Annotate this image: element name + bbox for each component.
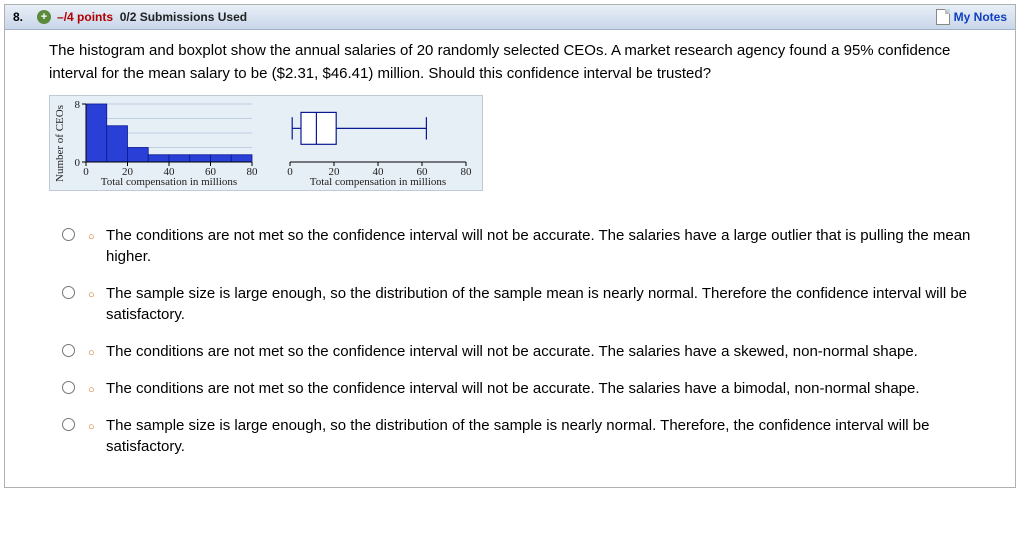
answer-option[interactable]: ○ The conditions are not met so the conf… [57,378,995,399]
option-text: The conditions are not met so the confid… [106,341,918,362]
answer-options: ○ The conditions are not met so the conf… [57,225,995,457]
option-marker-icon: ○ [88,288,96,303]
option-radio-1[interactable] [62,228,75,241]
note-icon [936,9,950,25]
option-marker-icon: ○ [88,346,96,361]
question-body: The histogram and boxplot show the annua… [5,30,1015,487]
my-notes-button[interactable]: My Notes [936,9,1007,25]
figure-panel: Number of CEOs 02040608008Total compensa… [49,95,483,191]
boxplot-figure: 020406080Total compensation in millions [276,100,476,188]
points-label: –/4 points [57,10,113,24]
svg-text:0: 0 [83,166,89,178]
histogram-chart: 02040608008Total compensation in million… [68,100,258,188]
option-text: The conditions are not met so the confid… [106,225,995,267]
svg-text:0: 0 [287,166,293,178]
answer-option[interactable]: ○ The conditions are not met so the conf… [57,225,995,267]
my-notes-label: My Notes [954,10,1007,24]
svg-text:0: 0 [75,157,81,169]
option-radio-2[interactable] [62,286,75,299]
answer-option[interactable]: ○ The conditions are not met so the conf… [57,341,995,362]
boxplot-chart: 020406080Total compensation in millions [276,100,476,188]
option-radio-4[interactable] [62,381,75,394]
submissions-label: 0/2 Submissions Used [113,10,247,24]
expand-icon[interactable]: + [37,10,51,24]
histogram-ylabel: Number of CEOs [52,100,68,188]
question-number: 8. [13,10,23,24]
option-radio-5[interactable] [62,418,75,431]
svg-text:80: 80 [461,166,473,178]
option-marker-icon: ○ [88,230,96,245]
svg-text:Total compensation in millions: Total compensation in millions [310,176,446,188]
option-radio-3[interactable] [62,344,75,357]
answer-option[interactable]: ○ The sample size is large enough, so th… [57,415,995,457]
question-container: 8. + –/4 points 0/2 Submissions Used My … [4,4,1016,488]
option-marker-icon: ○ [88,420,96,435]
svg-text:8: 8 [75,100,81,111]
option-marker-icon: ○ [88,383,96,398]
option-text: The conditions are not met so the confid… [106,378,920,399]
option-text: The sample size is large enough, so the … [106,415,995,457]
histogram-figure: Number of CEOs 02040608008Total compensa… [52,100,258,188]
answer-option[interactable]: ○ The sample size is large enough, so th… [57,283,995,325]
question-header: 8. + –/4 points 0/2 Submissions Used My … [5,5,1015,30]
svg-text:80: 80 [247,166,259,178]
svg-text:Total compensation in millions: Total compensation in millions [101,176,237,188]
option-text: The sample size is large enough, so the … [106,283,995,325]
question-prompt: The histogram and boxplot show the annua… [49,40,995,85]
